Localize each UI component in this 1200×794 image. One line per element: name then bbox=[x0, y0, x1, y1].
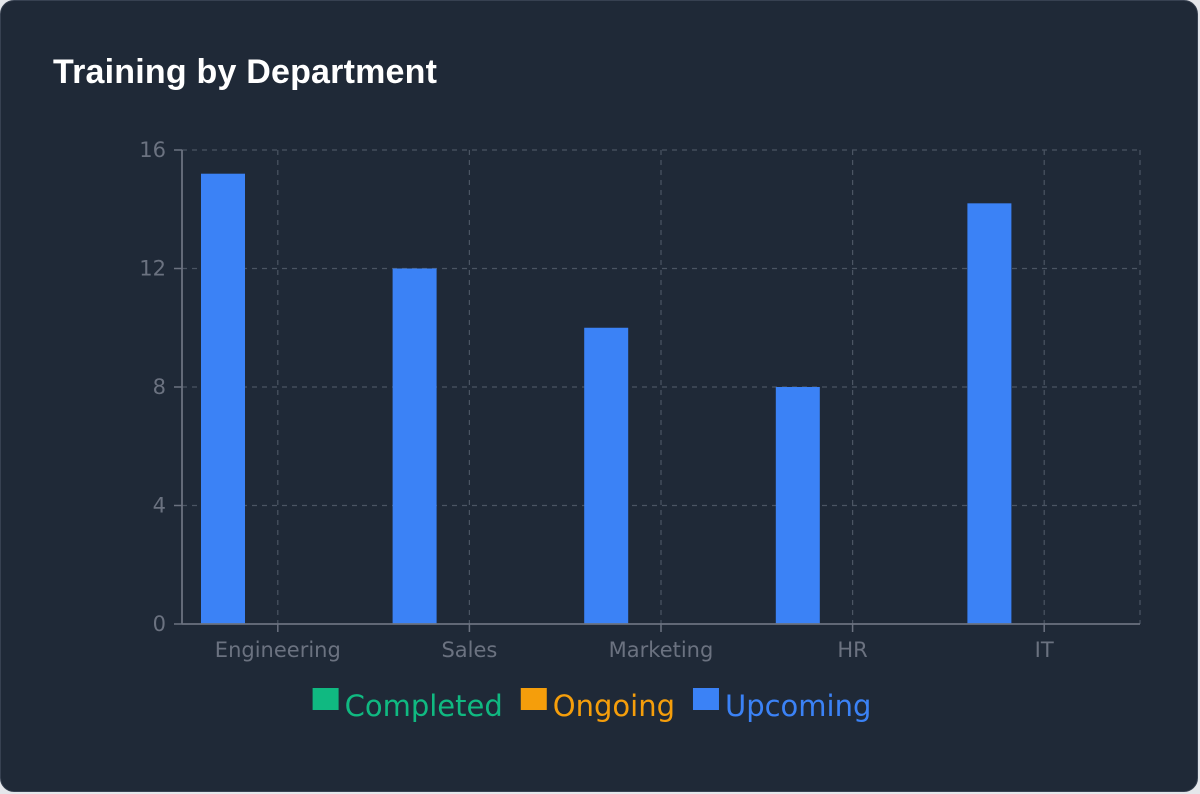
legend-item-ongoing[interactable]: Ongoing bbox=[520, 688, 675, 723]
chart-title: Training by Department bbox=[53, 53, 438, 91]
bar-upcoming-sales bbox=[392, 268, 437, 624]
y-tick-label: 16 bbox=[139, 138, 166, 162]
bars bbox=[201, 173, 1012, 624]
bar-upcoming-it bbox=[967, 203, 1012, 624]
x-axis-ticks: Engineering Sales Marketing HR IT bbox=[215, 624, 1054, 662]
legend: Completed Ongoing Upcoming bbox=[312, 688, 871, 723]
y-tick-label: 4 bbox=[153, 494, 166, 518]
y-tick-label: 0 bbox=[153, 612, 166, 636]
x-tick-label: HR bbox=[837, 638, 867, 662]
x-tick-label: Engineering bbox=[215, 638, 341, 662]
legend-swatch bbox=[312, 688, 339, 710]
bar-upcoming-engineering bbox=[201, 173, 245, 624]
grid-lines bbox=[182, 149, 1141, 624]
legend-label: Completed bbox=[345, 689, 503, 723]
x-tick-label: Marketing bbox=[609, 638, 714, 662]
y-tick-label: 8 bbox=[153, 375, 166, 399]
legend-item-completed[interactable]: Completed bbox=[312, 688, 503, 723]
y-tick-label: 12 bbox=[139, 257, 166, 281]
bar-upcoming-marketing bbox=[584, 327, 629, 624]
legend-label: Ongoing bbox=[553, 689, 675, 723]
legend-swatch bbox=[520, 688, 547, 710]
legend-swatch bbox=[692, 688, 719, 710]
bar-upcoming-hr bbox=[775, 387, 820, 624]
legend-label: Upcoming bbox=[725, 689, 871, 723]
legend-item-upcoming[interactable]: Upcoming bbox=[692, 688, 871, 723]
x-tick-label: IT bbox=[1035, 638, 1054, 662]
x-tick-label: Sales bbox=[441, 638, 497, 662]
y-axis-ticks: 0 4 8 12 16 bbox=[139, 138, 182, 636]
